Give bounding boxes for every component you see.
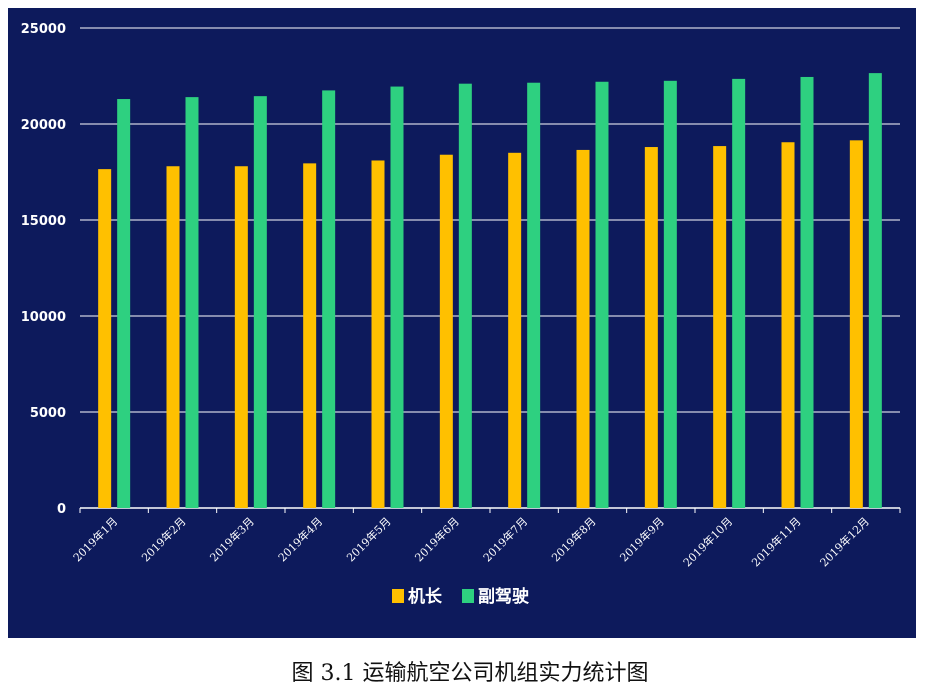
bar-captain — [371, 160, 385, 509]
x-tick-label: 2019年1月 — [70, 514, 120, 564]
grid-lines — [80, 27, 900, 509]
y-tick-label: 10000 — [21, 310, 66, 325]
x-tick-label: 2019年5月 — [343, 514, 393, 564]
x-tick-label: 2019年3月 — [207, 514, 257, 564]
bar-captain — [576, 149, 590, 509]
bar-captain — [98, 169, 112, 508]
bar-captain — [303, 163, 317, 509]
x-tick-label: 2019年12月 — [817, 514, 872, 569]
bars — [98, 73, 882, 509]
bar-first-officer — [253, 96, 267, 508]
y-tick-label: 20000 — [21, 118, 66, 133]
bar-first-officer — [117, 99, 131, 508]
bar-captain — [713, 146, 727, 508]
chart-panel: 0 5000 10000 15000 20000 25000 2019年1月 2019年2月… — [8, 8, 916, 638]
legend-swatch — [392, 589, 404, 603]
x-tick-label: 2019年7月 — [480, 514, 530, 564]
bar-first-officer — [732, 78, 746, 508]
bar-captain — [439, 154, 453, 508]
bar-first-officer — [595, 81, 609, 508]
x-tick-label: 2019年2月 — [138, 514, 188, 564]
bar-first-officer — [527, 82, 541, 508]
x-tick-label: 2019年8月 — [548, 514, 598, 564]
x-tick-label: 2019年10月 — [680, 514, 735, 569]
bar-first-officer — [185, 97, 199, 509]
bar-captain — [849, 140, 863, 508]
x-tick-label: 2019年9月 — [617, 514, 667, 564]
y-tick-label: 25000 — [21, 22, 66, 37]
x-tick-label: 2019年11月 — [748, 514, 803, 569]
bar-first-officer — [390, 86, 404, 508]
x-tick-label: 2019年6月 — [412, 514, 462, 564]
bar-captain — [781, 142, 795, 509]
y-tick-label: 5000 — [30, 406, 66, 421]
x-tick-label: 2019年4月 — [275, 514, 325, 564]
figure-caption: 图 3.1 运输航空公司机组实力统计图 — [291, 661, 649, 686]
y-axis-ticks: 0 5000 10000 15000 20000 25000 — [21, 22, 66, 517]
bar-captain — [508, 152, 522, 509]
bar-captain — [644, 147, 658, 509]
legend-swatch — [462, 589, 474, 603]
bar-captain — [166, 166, 180, 509]
legend: 机长 副驾驶 — [392, 586, 529, 607]
legend-label: 副驾驶 — [478, 586, 529, 607]
bar-first-officer — [322, 90, 336, 509]
bar-first-officer — [663, 80, 677, 509]
bar-chart: 0 5000 10000 15000 20000 25000 2019年1月 2019年2月… — [21, 22, 901, 607]
bar-first-officer — [458, 83, 472, 509]
legend-label: 机长 — [408, 586, 443, 607]
bar-first-officer — [868, 73, 882, 509]
y-tick-label: 15000 — [21, 214, 66, 229]
bar-captain — [234, 166, 248, 509]
bar-first-officer — [800, 76, 814, 509]
y-tick-label: 0 — [57, 502, 66, 517]
x-axis-ticks: 2019年1月 2019年2月 2019年3月 2019年4月 2019年5月 2019年… — [70, 508, 901, 569]
